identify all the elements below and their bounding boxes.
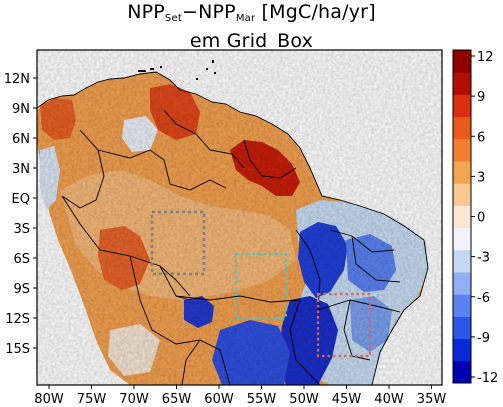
title-line-1: NPPSet−NPPMar [MgC/ha/yr] [127,1,376,24]
country-borders [37,71,429,385]
lon-tick-label: 50W [289,392,319,407]
lat-tick-label: 15S [5,342,30,357]
colorbar-segment [453,205,471,229]
title-line-2: em Grid_Box [189,30,314,52]
lon-tick-label: 70W [119,392,149,407]
colorbar-segment [453,183,471,206]
colorbar-tick-label: 0 [477,211,485,226]
colorbar-tick-label: 6 [477,130,485,145]
lat-tick-label: 3S [13,222,30,237]
colorbar-tick-label: -6 [477,291,490,306]
lat-tick-label: 12S [5,312,30,327]
map-title: NPPSet−NPPMar [MgC/ha/yr] em Grid_Box [0,1,503,52]
colorbar-segment [453,138,471,162]
cyan-box [234,252,288,320]
colorbar-segment [453,50,471,73]
map-frame [36,49,443,386]
colorbar-segment [453,272,471,295]
lat-tick-label: 6N [12,132,30,147]
colorbar-tick-label: -3 [477,251,490,266]
lat-tick-label: 9S [13,282,30,297]
colorbar-segment [453,94,471,118]
lat-tick-label: 12N [4,72,30,87]
lon-tick-label: 55W [247,392,277,407]
colorbar-segment [453,72,471,95]
lat-tick-label: 6S [13,252,30,267]
colorbar-tick-label: 9 [477,90,485,105]
lat-tick-label: 3N [12,162,30,177]
npp-field [37,50,442,385]
colorbar-segment [453,227,471,251]
colorbar-segment [453,161,471,184]
colorbar-tick-label: 12 [477,50,494,65]
longitude-axis: 80W 75W 70W 65W 60W 55W 50W 45W 40W 35W [34,385,446,407]
lon-tick-label: 75W [77,392,107,407]
lon-tick-label: 60W [204,392,234,407]
field-texture [37,50,442,385]
colorbar-segment [453,316,471,340]
colorbar-tick-label: -9 [477,331,490,346]
lon-tick-label: 65W [162,392,192,407]
lat-tick-label: 9N [12,102,30,117]
colorbar-segment [453,338,471,362]
lat-tick-label: EQ [12,192,30,207]
lon-tick-label: 35W [417,392,447,407]
lon-tick-label: 45W [332,392,362,407]
red-box [316,292,372,358]
lon-tick-label: 80W [34,392,64,407]
colorbar-tick-label: -12 [477,371,498,386]
colorbar-segment [453,249,471,273]
colorbar-tick-label: 3 [477,170,485,185]
colorbar-segment [453,116,471,140]
colorbar-segment [453,360,471,384]
caribbean-islands [138,60,216,80]
gray-box [150,210,206,276]
lon-tick-label: 40W [374,392,404,407]
colorbar-segment [453,294,471,317]
colorbar: 12 9 6 3 0 -3 -6 -9 -12 [452,49,498,386]
latitude-axis: 12N 9N 6N 3N EQ 3S 6S 9S 12S 15S [4,72,37,357]
